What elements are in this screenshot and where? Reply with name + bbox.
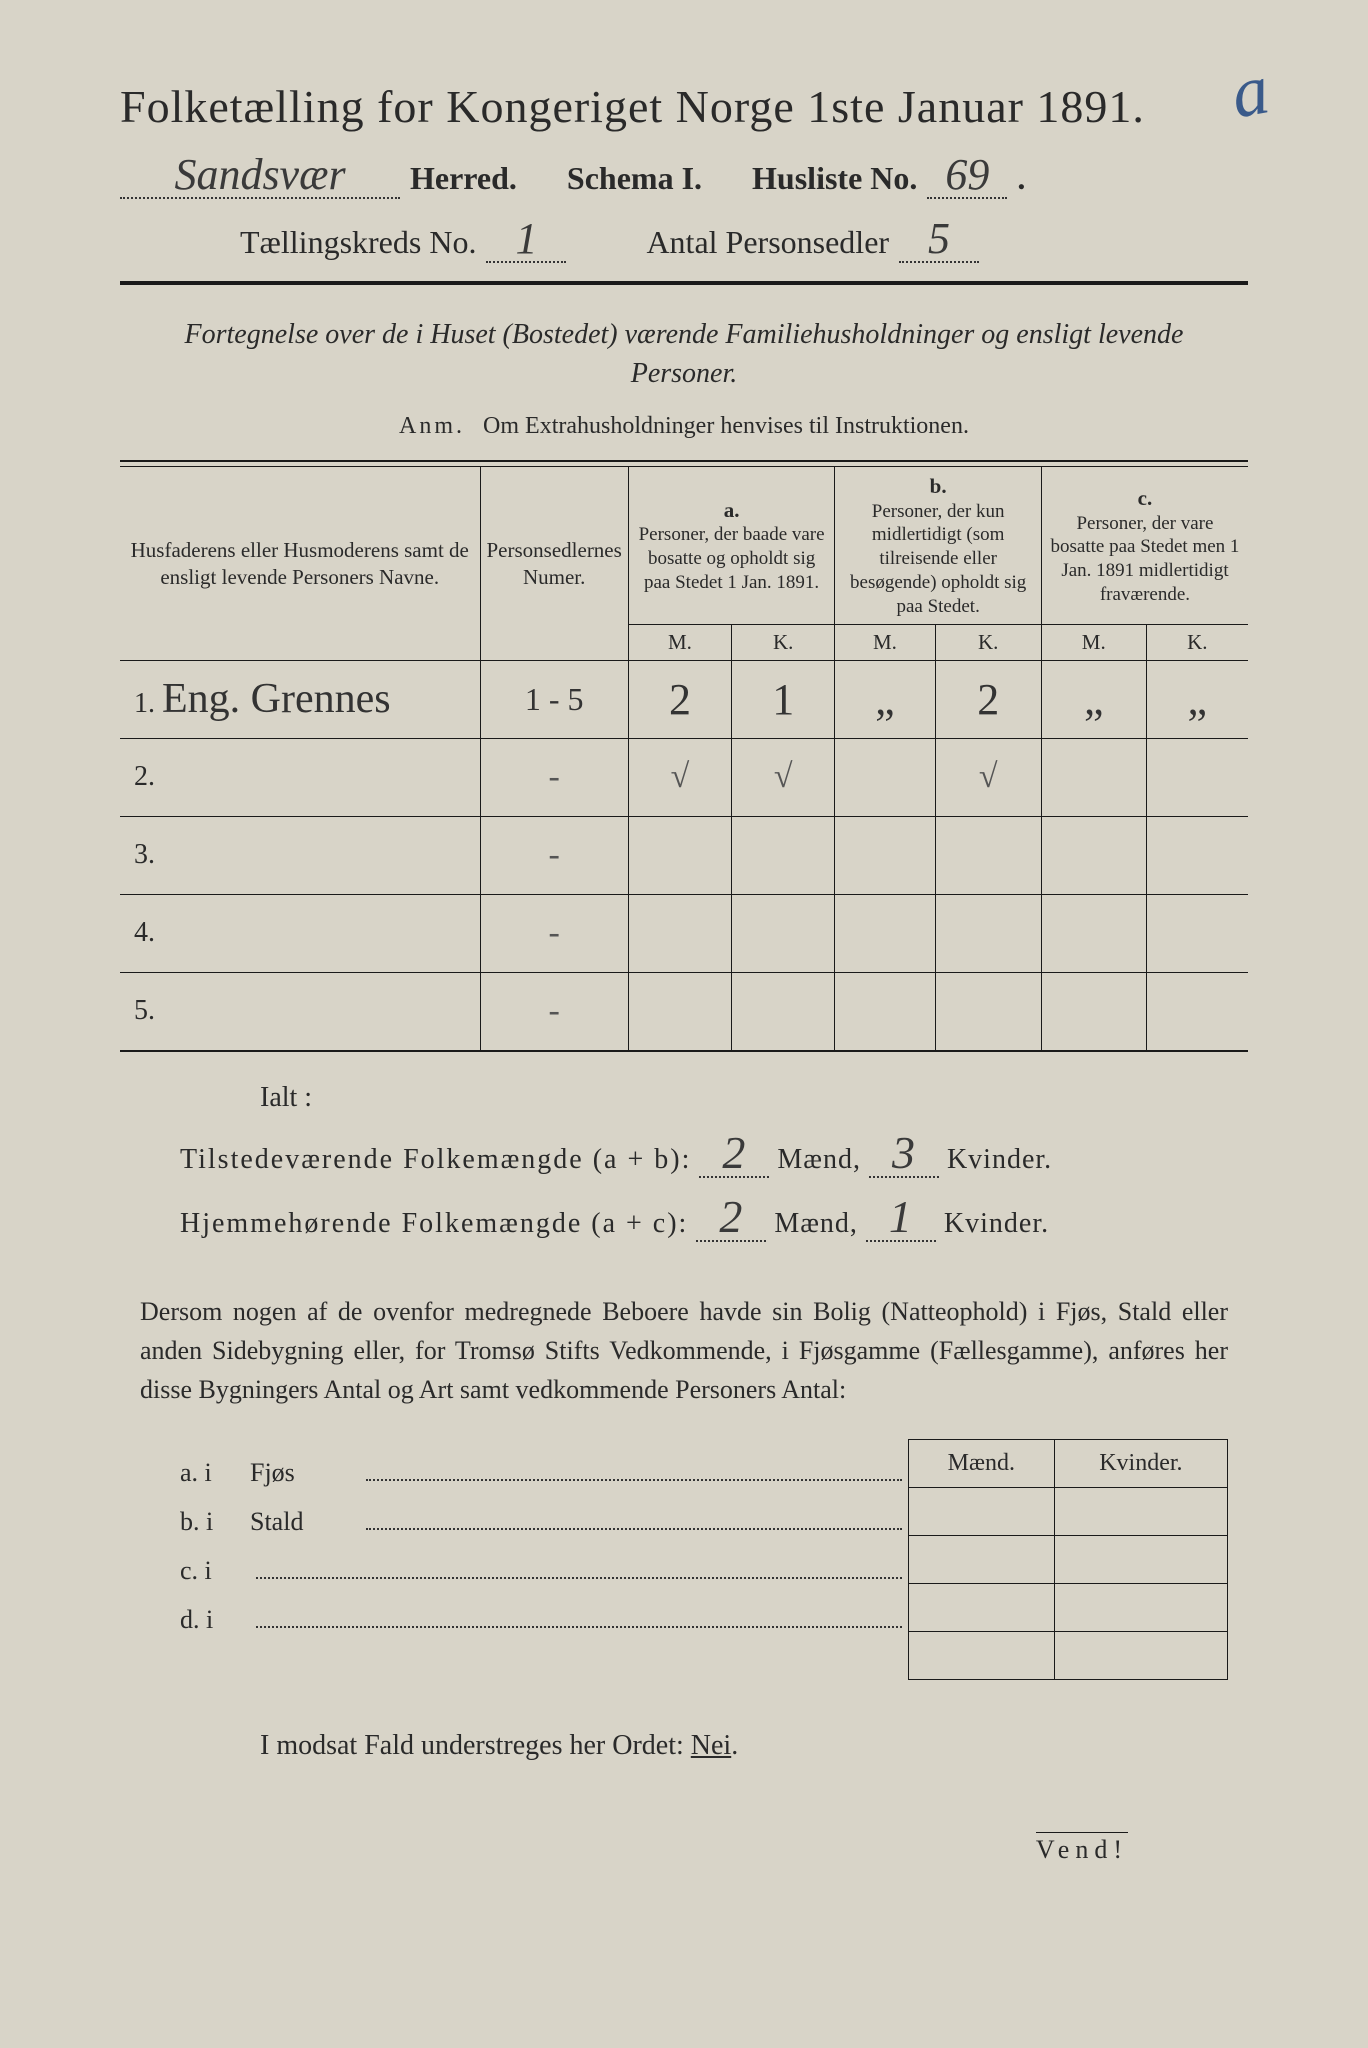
bygning-row: a. i Fjøs (180, 1455, 908, 1488)
husliste-label: Husliste No. (752, 160, 917, 197)
th-c: c. Personer, der vare bosatte paa Stedet… (1041, 467, 1248, 625)
table-row: 4. - (120, 894, 1248, 972)
schema-label: Schema I. (567, 160, 702, 197)
page-title: Folketælling for Kongeriget Norge 1ste J… (120, 80, 1248, 133)
kreds-label: Tællingskreds No. (240, 224, 476, 261)
table-row: 5. - (120, 972, 1248, 1050)
census-table: Husfaderens eller Husmoderens samt de en… (120, 466, 1248, 1050)
th-maend: Mænd. (909, 1440, 1055, 1488)
table-row: 2. - √ √ √ (120, 738, 1248, 816)
divider-thin (120, 460, 1248, 462)
bygning-table: Mænd. Kvinder. (908, 1439, 1228, 1680)
bygning-paragraph: Dersom nogen af de ovenfor medregnede Be… (140, 1292, 1228, 1409)
th-name: Husfaderens eller Husmoderens samt de en… (120, 467, 480, 660)
bygning-lines: a. i Fjøs b. i Stald c. i d. i (180, 1439, 908, 1651)
th-c-k: K. (1146, 625, 1248, 660)
antal-label: Antal Personsedler (646, 224, 889, 261)
kreds-value: 1 (486, 217, 566, 263)
header-row-1: Sandsvær Herred. Schema I. Husliste No. … (120, 153, 1248, 199)
herred-value: Sandsvær (120, 153, 400, 199)
th-c-m: M. (1041, 625, 1146, 660)
th-a-k: K. (732, 625, 835, 660)
bygning-row: b. i Stald (180, 1504, 908, 1537)
header-row-2: Tællingskreds No. 1 Antal Personsedler 5 (240, 217, 1248, 263)
bygning-cell-row (909, 1584, 1228, 1632)
vend-label: Vend! (1036, 1832, 1128, 1865)
th-num: Personsedlernes Numer. (480, 467, 628, 660)
anm-text: Om Extrahusholdninger henvises til Instr… (483, 413, 969, 439)
bygning-row: d. i (180, 1602, 908, 1635)
table-row: 3. - (120, 816, 1248, 894)
th-kvinder: Kvinder. (1054, 1440, 1227, 1488)
table-row: 1. Eng. Grennes 1 - 5 2 1 „ 2 „ „ (120, 660, 1248, 738)
th-b: b. Personer, der kun midlertidigt (som t… (835, 467, 1042, 625)
bygning-block: a. i Fjøs b. i Stald c. i d. i Mænd. Kvi… (180, 1439, 1228, 1680)
bygning-cell-row (909, 1536, 1228, 1584)
sum-line-1: Tilstedeværende Folkemængde (a + b): 2 M… (180, 1130, 1248, 1178)
herred-label: Herred. (410, 160, 517, 197)
table-bottom-rule (120, 1050, 1248, 1052)
th-b-m: M. (835, 625, 935, 660)
subtitle: Fortegnelse over de i Huset (Bostedet) v… (160, 315, 1208, 393)
bygning-row: c. i (180, 1553, 908, 1586)
bygning-cell-row (909, 1488, 1228, 1536)
th-b-k: K. (935, 625, 1041, 660)
anm-lead: Anm. (399, 413, 465, 439)
ialt-label: Ialt : (260, 1082, 1248, 1114)
sum-line-2: Hjemmehørende Folkemængde (a + c): 2 Mæn… (180, 1194, 1248, 1242)
divider-thick (120, 281, 1248, 285)
nei-line: I modsat Fald understreges her Ordet: Ne… (260, 1730, 1248, 1762)
bygning-cell-row (909, 1632, 1228, 1680)
th-a: a. Personer, der baade vare bosatte og o… (628, 467, 835, 625)
anm-line: Anm. Om Extrahusholdninger henvises til … (120, 413, 1248, 440)
table-body: 1. Eng. Grennes 1 - 5 2 1 „ 2 „ „ 2. - √… (120, 660, 1248, 1050)
antal-value: 5 (899, 217, 979, 263)
husliste-value: 69 (927, 153, 1007, 199)
th-a-m: M. (628, 625, 731, 660)
